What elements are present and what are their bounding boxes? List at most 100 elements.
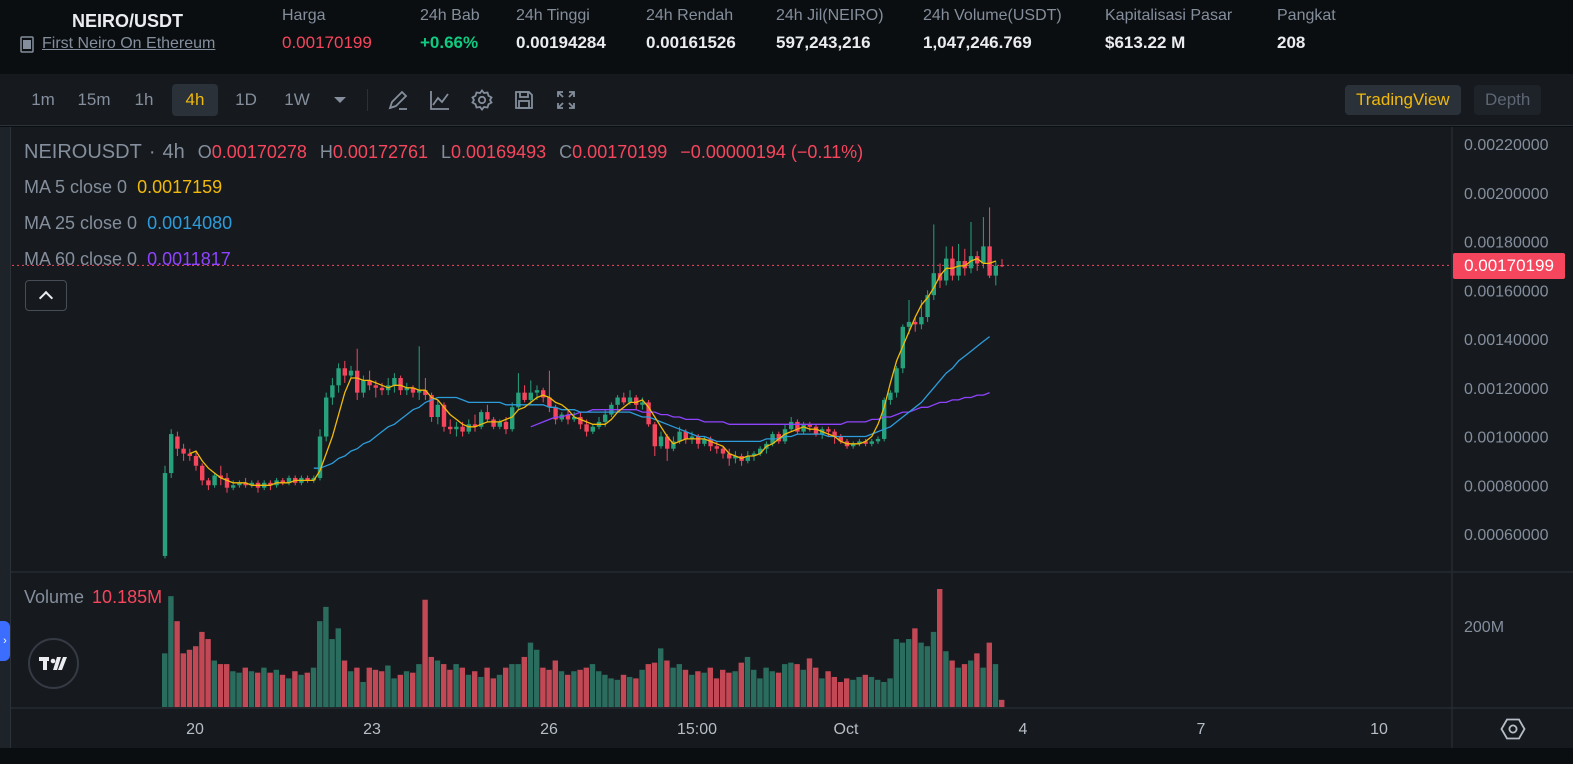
pencil-icon[interactable] — [386, 88, 410, 112]
candle — [968, 222, 974, 274]
candle — [200, 463, 205, 486]
stat-value: 0.00170199 — [282, 33, 372, 52]
ma5-legend: MA 5 close 0 0.0017159 — [24, 177, 224, 198]
expand-rail-handle[interactable]: › — [0, 621, 10, 661]
volume-bar — [292, 671, 298, 707]
candle — [720, 446, 726, 459]
volume-bar — [961, 664, 968, 707]
candle — [621, 392, 626, 405]
price-chart[interactable]: 0.00220000 0.00200000 0.00180000 0.00160000… — [0, 127, 1573, 748]
token-name-link[interactable]: First Neiro On Ethereum — [42, 35, 216, 52]
candle — [547, 370, 552, 413]
volume-bar — [236, 672, 242, 707]
chart-settings-icon[interactable] — [1500, 716, 1526, 742]
volume-bar — [881, 681, 887, 707]
candle — [491, 417, 496, 430]
tradingview-mode-button[interactable]: TradingView — [1345, 85, 1461, 115]
candle — [956, 243, 961, 281]
volume-bar — [255, 672, 261, 707]
timeframe-1d[interactable]: 1D — [235, 90, 257, 109]
y-tick-label: 0.00120000 — [1464, 381, 1549, 398]
volume-bar — [937, 589, 943, 707]
volume-bar — [230, 671, 236, 707]
legend-separator: · — [148, 141, 156, 163]
stat-label: 24h Bab — [420, 7, 480, 24]
fullscreen-icon[interactable] — [554, 88, 578, 112]
candle — [280, 477, 285, 486]
volume-bar — [763, 667, 769, 707]
collapse-legend-button[interactable] — [25, 280, 67, 311]
timeframe-4h[interactable]: 4h — [172, 84, 218, 116]
candle — [324, 392, 329, 442]
volume-bar — [893, 639, 899, 707]
candle — [479, 409, 484, 430]
timeframe-1m[interactable]: 1m — [31, 90, 55, 109]
last-price-tag: 0.00170199 — [1453, 253, 1565, 279]
candle — [224, 473, 230, 493]
stat-24h-base-volume: 24h Jil(NEIRO) 597,243,216 — [776, 6, 884, 53]
volume-bar — [193, 646, 199, 707]
stat-label: 24h Rendah — [646, 7, 734, 24]
volume-bar — [707, 667, 713, 707]
volume-bar — [360, 681, 366, 707]
stat-price: Harga 0.00170199 — [282, 6, 372, 53]
candle — [975, 251, 980, 271]
volume-bar — [515, 664, 521, 707]
gear-icon[interactable] — [470, 88, 494, 112]
volume-bar — [317, 621, 323, 707]
candle — [652, 421, 657, 456]
candle — [516, 373, 521, 410]
stat-value: $613.22 M — [1105, 33, 1186, 52]
volume-bar — [639, 669, 645, 707]
candle — [361, 375, 366, 398]
moving-averages — [189, 257, 997, 486]
volume-bar — [899, 642, 906, 707]
save-icon[interactable] — [512, 88, 536, 112]
stat-label: Kapitalisasi Pasar — [1105, 7, 1233, 24]
volume-bar — [782, 664, 788, 707]
volume-bar — [868, 676, 875, 707]
candle — [894, 365, 899, 398]
volume-bar — [521, 656, 527, 707]
volume-bar — [453, 664, 459, 707]
y-tick-label: 0.00140000 — [1464, 332, 1549, 349]
timeframe-1h[interactable]: 1h — [134, 90, 154, 109]
candle — [212, 473, 217, 488]
stat-24h-high: 24h Tinggi 0.00194284 — [516, 6, 606, 53]
pair-title[interactable]: NEIRO/USDT — [72, 11, 184, 31]
volume-bar — [614, 679, 620, 707]
volume-bar — [403, 671, 410, 707]
volume-bar — [875, 679, 881, 707]
volume-bar — [775, 672, 782, 707]
candle — [218, 465, 223, 486]
candle — [392, 373, 397, 393]
bottom-strip — [0, 748, 1573, 764]
volume-bar — [757, 678, 763, 707]
volume-bar — [472, 671, 478, 707]
legend-open-label: O — [197, 142, 212, 162]
indicator-icon[interactable] — [428, 88, 452, 112]
y-tick-label: 0.00180000 — [1464, 235, 1549, 252]
timeframe-15m[interactable]: 15m — [77, 90, 111, 109]
legend-symbol: NEIROUSDT — [24, 141, 142, 163]
ma25-label: MA 25 close 0 — [24, 213, 138, 233]
depth-mode-button[interactable]: Depth — [1474, 85, 1542, 115]
volume-value: 10.185M — [92, 587, 163, 607]
volume-bar — [205, 639, 211, 707]
stat-label: 24h Jil(NEIRO) — [776, 7, 884, 24]
volume-bar — [813, 667, 819, 707]
volume-bar — [565, 674, 571, 707]
volume-bar — [788, 662, 794, 707]
candle — [336, 363, 341, 393]
document-icon — [20, 35, 34, 53]
legend-high-label: H — [319, 142, 333, 162]
dropdown-icon[interactable] — [328, 88, 352, 112]
timeframe-1w[interactable]: 1W — [284, 90, 310, 109]
candle — [776, 431, 781, 444]
legend-close-label: C — [559, 142, 573, 162]
volume-bar — [794, 664, 800, 707]
candle — [231, 480, 236, 491]
volume-bar — [986, 642, 992, 707]
tradingview-logo-icon[interactable] — [28, 638, 79, 689]
candle — [305, 475, 310, 483]
